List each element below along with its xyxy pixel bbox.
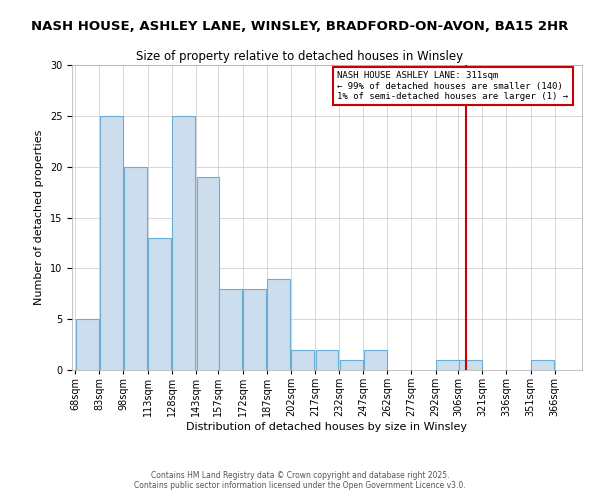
Bar bbox=[316, 350, 338, 370]
Bar bbox=[197, 177, 220, 370]
Bar bbox=[436, 360, 459, 370]
Bar bbox=[100, 116, 123, 370]
Y-axis label: Number of detached properties: Number of detached properties bbox=[34, 130, 44, 305]
Bar bbox=[531, 360, 554, 370]
Text: NASH HOUSE ASHLEY LANE: 311sqm
← 99% of detached houses are smaller (140)
1% of : NASH HOUSE ASHLEY LANE: 311sqm ← 99% of … bbox=[337, 71, 568, 101]
Bar bbox=[219, 288, 242, 370]
Text: Size of property relative to detached houses in Winsley: Size of property relative to detached ho… bbox=[136, 50, 464, 63]
Bar bbox=[364, 350, 386, 370]
Bar bbox=[459, 360, 482, 370]
X-axis label: Distribution of detached houses by size in Winsley: Distribution of detached houses by size … bbox=[187, 422, 467, 432]
Bar bbox=[243, 288, 266, 370]
Bar bbox=[76, 319, 99, 370]
Bar bbox=[292, 350, 314, 370]
Bar bbox=[124, 166, 147, 370]
Bar bbox=[268, 278, 290, 370]
Bar bbox=[172, 116, 195, 370]
Bar bbox=[148, 238, 171, 370]
Text: Contains HM Land Registry data © Crown copyright and database right 2025.
Contai: Contains HM Land Registry data © Crown c… bbox=[134, 470, 466, 490]
Text: NASH HOUSE, ASHLEY LANE, WINSLEY, BRADFORD-ON-AVON, BA15 2HR: NASH HOUSE, ASHLEY LANE, WINSLEY, BRADFO… bbox=[31, 20, 569, 33]
Bar bbox=[340, 360, 362, 370]
